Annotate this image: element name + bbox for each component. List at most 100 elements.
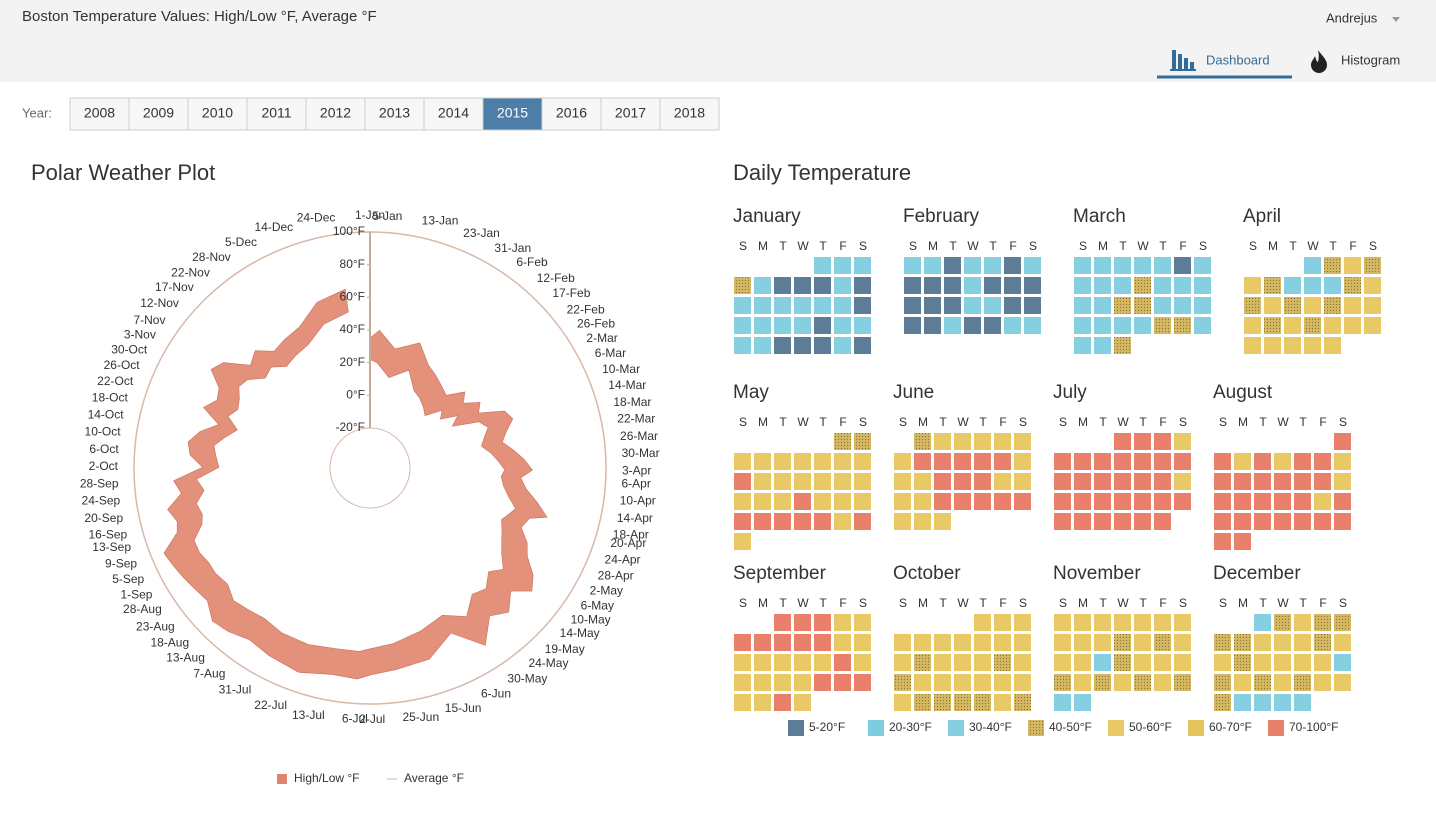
day-texture xyxy=(854,433,871,450)
day-cell xyxy=(914,634,931,651)
day-cell xyxy=(794,493,811,510)
weekday-label: M xyxy=(928,239,938,253)
weekday-label: W xyxy=(1277,596,1289,610)
day-cell xyxy=(944,277,961,294)
day-cell xyxy=(1244,317,1261,334)
day-cell xyxy=(1314,493,1331,510)
year-button-label[interactable]: 2010 xyxy=(202,105,233,121)
year-button-label[interactable]: 2008 xyxy=(84,105,115,121)
day-cell xyxy=(1134,433,1151,450)
day-cell xyxy=(984,317,1001,334)
day-cell xyxy=(924,317,941,334)
day-cell xyxy=(734,453,751,470)
day-cell xyxy=(904,277,921,294)
day-cell xyxy=(1154,614,1171,631)
year-button-label[interactable]: 2018 xyxy=(674,105,705,121)
day-texture xyxy=(1294,674,1311,691)
day-cell xyxy=(1334,493,1351,510)
day-cell xyxy=(1074,513,1091,530)
year-button-label[interactable]: 2014 xyxy=(438,105,469,121)
day-cell xyxy=(1154,674,1171,691)
day-cell xyxy=(834,257,851,274)
legend-swatch xyxy=(788,720,804,736)
day-texture xyxy=(894,674,911,691)
day-cell xyxy=(734,513,751,530)
weekday-label: S xyxy=(859,415,867,429)
date-label: 5-Dec xyxy=(225,235,257,249)
year-button[interactable] xyxy=(423,97,484,131)
date-label: 31-Jul xyxy=(219,682,252,696)
day-cell xyxy=(1304,257,1321,274)
month-name: November xyxy=(1053,563,1141,584)
day-texture xyxy=(1344,277,1361,294)
weekday-label: F xyxy=(999,415,1006,429)
day-texture xyxy=(1254,674,1271,691)
day-cell xyxy=(1094,654,1111,671)
year-button[interactable] xyxy=(187,97,248,131)
dashboard-icon xyxy=(1170,50,1196,71)
year-button-label[interactable]: 2017 xyxy=(615,105,646,121)
day-cell xyxy=(1004,277,1021,294)
day-cell xyxy=(1254,453,1271,470)
weekday-label: S xyxy=(1219,415,1227,429)
month-name: January xyxy=(733,206,801,227)
year-button-label[interactable]: 2009 xyxy=(143,105,174,121)
user-menu[interactable]: Andrejus xyxy=(1326,10,1378,25)
tab-dashboard[interactable]: Dashboard xyxy=(1206,52,1270,67)
day-cell xyxy=(754,453,771,470)
day-cell xyxy=(814,493,831,510)
year-button[interactable] xyxy=(128,97,189,131)
day-cell xyxy=(1264,337,1281,354)
day-cell xyxy=(814,614,831,631)
year-button[interactable] xyxy=(600,97,661,131)
day-cell xyxy=(954,453,971,470)
day-cell xyxy=(994,473,1011,490)
year-button-label[interactable]: 2015 xyxy=(497,105,528,121)
day-cell xyxy=(1114,317,1131,334)
day-cell xyxy=(754,654,771,671)
day-cell xyxy=(1154,297,1171,314)
weekday-label: F xyxy=(1319,596,1326,610)
histogram-icon xyxy=(1311,50,1327,73)
day-cell xyxy=(1134,493,1151,510)
day-cell xyxy=(734,634,751,651)
month-name: May xyxy=(733,382,769,403)
year-button[interactable] xyxy=(659,97,720,131)
day-cell xyxy=(1074,493,1091,510)
day-cell xyxy=(1254,473,1271,490)
tab-histogram[interactable]: Histogram xyxy=(1341,52,1400,67)
month-name: December xyxy=(1213,563,1301,584)
day-cell xyxy=(974,493,991,510)
weekday-label: M xyxy=(758,596,768,610)
year-button-label[interactable]: 2016 xyxy=(556,105,587,121)
day-cell xyxy=(1294,614,1311,631)
day-cell xyxy=(794,513,811,530)
day-cell xyxy=(924,257,941,274)
day-cell xyxy=(1254,513,1271,530)
day-cell xyxy=(1114,473,1131,490)
weekday-label: M xyxy=(1238,415,1248,429)
date-label: 12-Nov xyxy=(140,296,179,310)
year-button-label[interactable]: 2011 xyxy=(261,105,291,121)
day-cell xyxy=(754,513,771,530)
day-cell xyxy=(1334,433,1351,450)
weekday-label: F xyxy=(1159,415,1166,429)
day-cell xyxy=(1244,337,1261,354)
year-button[interactable] xyxy=(246,97,307,131)
day-cell xyxy=(984,257,1001,274)
day-cell xyxy=(834,473,851,490)
year-button[interactable] xyxy=(305,97,366,131)
day-cell xyxy=(1114,257,1131,274)
date-label: 1-Sep xyxy=(120,587,152,601)
day-cell xyxy=(1114,453,1131,470)
day-cell xyxy=(1364,297,1381,314)
year-button-label[interactable]: 2012 xyxy=(320,105,351,121)
year-button[interactable] xyxy=(482,97,543,131)
legend-swatch xyxy=(868,720,884,736)
weekday-label: W xyxy=(1307,239,1319,253)
year-button[interactable] xyxy=(364,97,425,131)
day-cell xyxy=(834,654,851,671)
day-cell xyxy=(1094,453,1111,470)
year-button-label[interactable]: 2013 xyxy=(379,105,410,121)
date-label: 22-Nov xyxy=(171,266,210,280)
